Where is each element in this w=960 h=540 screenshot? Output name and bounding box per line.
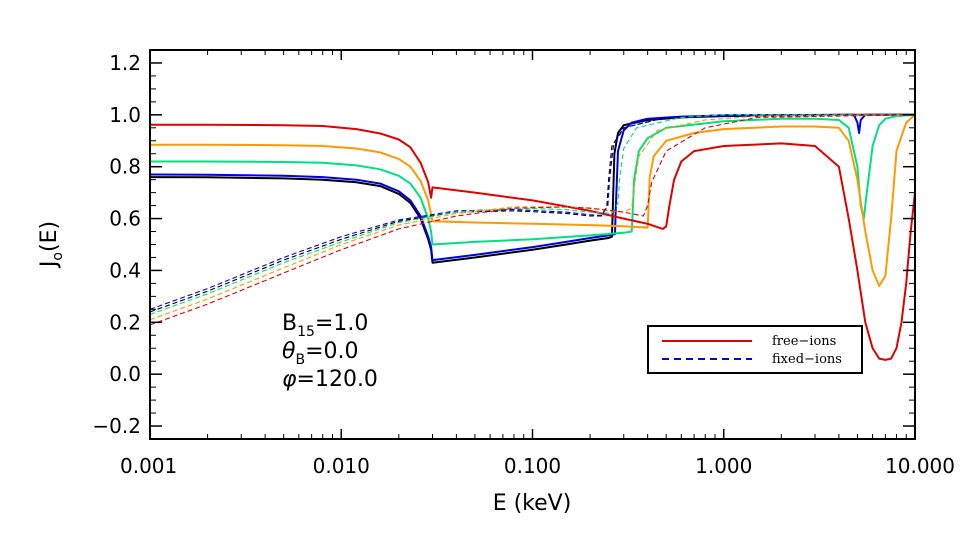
series-green-dashed xyxy=(149,114,915,316)
annotation-b15-tail: =1.0 xyxy=(315,311,368,336)
y-axis-title-tail: (E) xyxy=(37,221,62,252)
series-green-solid xyxy=(150,113,916,246)
legend-label-free-ions: free−ions xyxy=(772,334,836,349)
annotation-theta-sub: B xyxy=(295,352,305,368)
annotation-phi-tail: =120.0 xyxy=(297,367,378,392)
series-orange-solid xyxy=(150,114,916,287)
legend-box xyxy=(647,325,863,374)
legend: free−ions fixed−ions xyxy=(647,325,863,374)
annotation-theta: θB=0.0 xyxy=(282,339,359,368)
series-red-solid xyxy=(150,123,916,361)
y-tick-label: 1.2 xyxy=(109,51,141,75)
series-black-dashed xyxy=(149,114,915,313)
legend-label-fixed-ions: fixed−ions xyxy=(772,352,842,367)
x-tick-label: 0.100 xyxy=(504,454,561,478)
series-black-solid xyxy=(149,113,915,264)
annotation-b15: B15=1.0 xyxy=(282,311,368,340)
y-axis-title: Jo(E) xyxy=(37,221,66,269)
series-layer xyxy=(149,113,916,361)
annotation-b15-main: B xyxy=(282,311,297,336)
parameter-annotations: B15=1.0 θB=0.0 φ=120.0 xyxy=(282,311,378,392)
y-tick-label: 1.0 xyxy=(109,103,141,127)
y-axis-title-main: J xyxy=(37,261,62,270)
y-tick-label: 0.2 xyxy=(109,310,141,334)
y-tick-label: 0.8 xyxy=(109,155,141,179)
y-tick-label: 0.0 xyxy=(109,362,141,386)
y-tick-label: −0.2 xyxy=(92,414,141,438)
annotation-phi-main: φ xyxy=(282,367,297,392)
x-tick-label: 0.001 xyxy=(120,454,177,478)
x-tick-label: 10.000 xyxy=(885,454,955,478)
annotation-b15-sub: 15 xyxy=(297,324,315,340)
series-blue-dashed xyxy=(149,114,915,310)
x-axis-title: E (keV) xyxy=(493,491,572,516)
ticks-layer: 0.001 0.010 0.100 1.000 10.000 −0.2 0.0 0.2 0.4 0… xyxy=(92,49,955,478)
annotation-theta-main: θ xyxy=(282,339,296,364)
series-red-dashed xyxy=(149,114,916,326)
x-tick-label: 1.000 xyxy=(695,454,752,478)
annotation-theta-tail: =0.0 xyxy=(305,339,358,364)
annotation-phi: φ=120.0 xyxy=(282,367,378,392)
y-tick-label: 0.6 xyxy=(109,207,141,231)
y-axis-title-sub: o xyxy=(50,252,66,261)
x-tick-label: 0.010 xyxy=(313,454,370,478)
series-blue-solid xyxy=(149,113,915,262)
y-tick-label: 0.4 xyxy=(109,258,141,282)
